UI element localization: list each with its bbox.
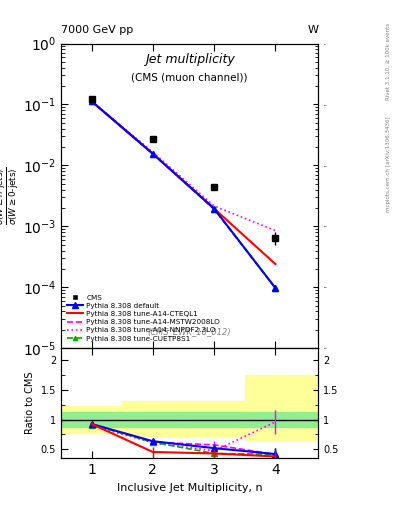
Text: Rivet 3.1.10, ≥ 100k events: Rivet 3.1.10, ≥ 100k events [386,23,391,100]
Text: Jet multiplicity: Jet multiplicity [145,53,235,66]
Text: mcplots.cern.ch [arXiv:1306.3436]: mcplots.cern.ch [arXiv:1306.3436] [386,116,391,211]
Legend: CMS, Pythia 8.308 default, Pythia 8.308 tune-A14-CTEQL1, Pythia 8.308 tune-A14-M: CMS, Pythia 8.308 default, Pythia 8.308 … [64,292,223,345]
Y-axis label: $\frac{\sigma(W{\geq}n\text{-jets})}{\sigma(W{\geq}0\text{-jets})}$: $\frac{\sigma(W{\geq}n\text{-jets})}{\si… [0,167,20,225]
Text: (CMS_EWK_10_012): (CMS_EWK_10_012) [148,327,231,336]
X-axis label: Inclusive Jet Multiplicity, n: Inclusive Jet Multiplicity, n [117,483,263,493]
Text: (CMS (muon channel)): (CMS (muon channel)) [131,73,248,82]
Text: 7000 GeV pp: 7000 GeV pp [61,25,133,35]
Y-axis label: Ratio to CMS: Ratio to CMS [25,372,35,435]
Text: W: W [307,25,318,35]
